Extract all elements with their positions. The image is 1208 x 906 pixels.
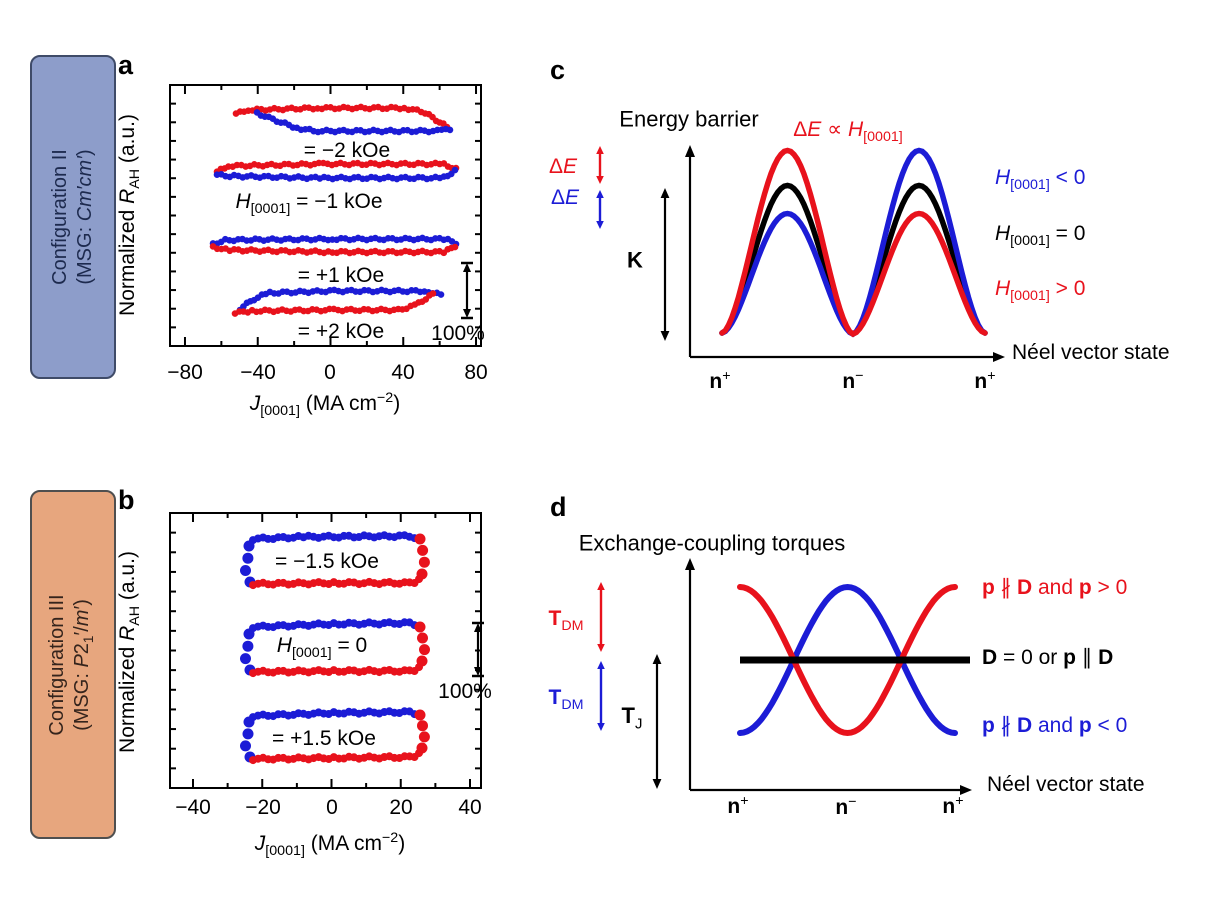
axis-x-title-a: J[0001] (MA cm−2): [249, 389, 401, 420]
config-ii-label: Configuration II (MSG: Cm′cm′): [48, 149, 98, 285]
x-tick-a-0: −80: [167, 360, 203, 384]
axis-x-title-b: J[0001] (MA cm−2): [254, 829, 406, 860]
config-ii-line1: Configuration II: [49, 149, 71, 285]
legend-d-zero: D = 0 or p ∥ D: [982, 645, 1114, 669]
x-tick-a-3: 40: [391, 360, 415, 384]
torques-title: Exchange-coupling torques: [578, 530, 846, 556]
x-tick-b-3: 20: [389, 795, 413, 819]
axis-y-title-a: Normalized RAH (a.u.): [115, 114, 144, 316]
scalebar-label-a: 100%: [431, 321, 485, 345]
legend-d-p-negative: p ∦ D and p < 0: [982, 713, 1128, 737]
delta-e-blue-label: ΔE: [550, 185, 580, 209]
panel-d-letter: d: [550, 492, 567, 522]
neel-axis-label-c: Néel vector state: [1012, 340, 1170, 364]
panel-b-letter: b: [118, 485, 135, 515]
anisotropy-k-label: K: [627, 247, 643, 273]
x-tick-a-1: −40: [240, 360, 276, 384]
loop-label-b-2: = +1.5 kOe: [272, 726, 376, 750]
x-tick-b-2: 0: [326, 795, 338, 819]
config-ii-box: Configuration II (MSG: Cm′cm′): [30, 55, 116, 379]
t-dm-blue-label: TDM: [548, 685, 584, 714]
x-tick-b-4: 40: [458, 795, 482, 819]
legend-c-h-positive: H[0001] > 0: [995, 276, 1086, 305]
panel-a-letter: a: [118, 50, 134, 80]
energy-barrier-title: Energy barrier: [619, 106, 759, 132]
config-iii-label: Configuration III (MSG: P21′/m′): [45, 594, 101, 735]
x-tick-b-1: −20: [245, 795, 281, 819]
x-tick-a-4: 80: [464, 360, 488, 384]
x-tick-a-2: 0: [324, 360, 336, 384]
loop-label-b-0: = −1.5 kOe: [275, 549, 379, 573]
loop-label-a-3: = +2 kOe: [297, 319, 385, 343]
x-tick-b-0: −40: [175, 795, 211, 819]
t-j-label: TJ: [621, 702, 643, 733]
state-c-n-plus-right: n+: [974, 367, 996, 393]
legend-d-p-positive: p ∦ D and p > 0: [982, 575, 1128, 599]
t-dm-red-label: TDM: [548, 606, 584, 635]
axis-y-title-b: Normalized RAH (a.u.): [115, 551, 144, 753]
loop-label-a-1: H[0001] = −1 kOe: [235, 189, 383, 218]
legend-c-h-zero: H[0001] = 0: [995, 221, 1086, 250]
config-iii-box: Configuration III (MSG: P21′/m′): [30, 490, 116, 839]
state-c-n-plus-left: n+: [709, 367, 731, 393]
legend-c-h-negative: H[0001] < 0: [995, 165, 1086, 194]
panel-c-letter: c: [550, 55, 566, 85]
neel-axis-label-d: Néel vector state: [987, 772, 1145, 796]
state-d-n-plus-left: n+: [727, 792, 749, 818]
loop-label-b-1: H[0001] = 0: [276, 633, 368, 662]
state-d-n-minus: n−: [835, 793, 857, 819]
config-iii-line2: (MSG: P21′/m′): [71, 598, 96, 731]
scalebar-label-b: 100%: [438, 679, 492, 703]
loop-label-a-2: = +1 kOe: [297, 263, 385, 287]
config-ii-line2: (MSG: Cm′cm′): [74, 149, 96, 285]
config-iii-line1: Configuration III: [46, 593, 68, 736]
state-c-n-minus: n−: [842, 367, 864, 393]
delta-e-red-label: ΔE: [548, 154, 578, 178]
state-d-n-plus-right: n+: [942, 792, 964, 818]
delta-e-annotation: ΔE ∝ H[0001]: [793, 117, 903, 146]
loop-label-a-0: = −2 kOe: [303, 138, 391, 162]
